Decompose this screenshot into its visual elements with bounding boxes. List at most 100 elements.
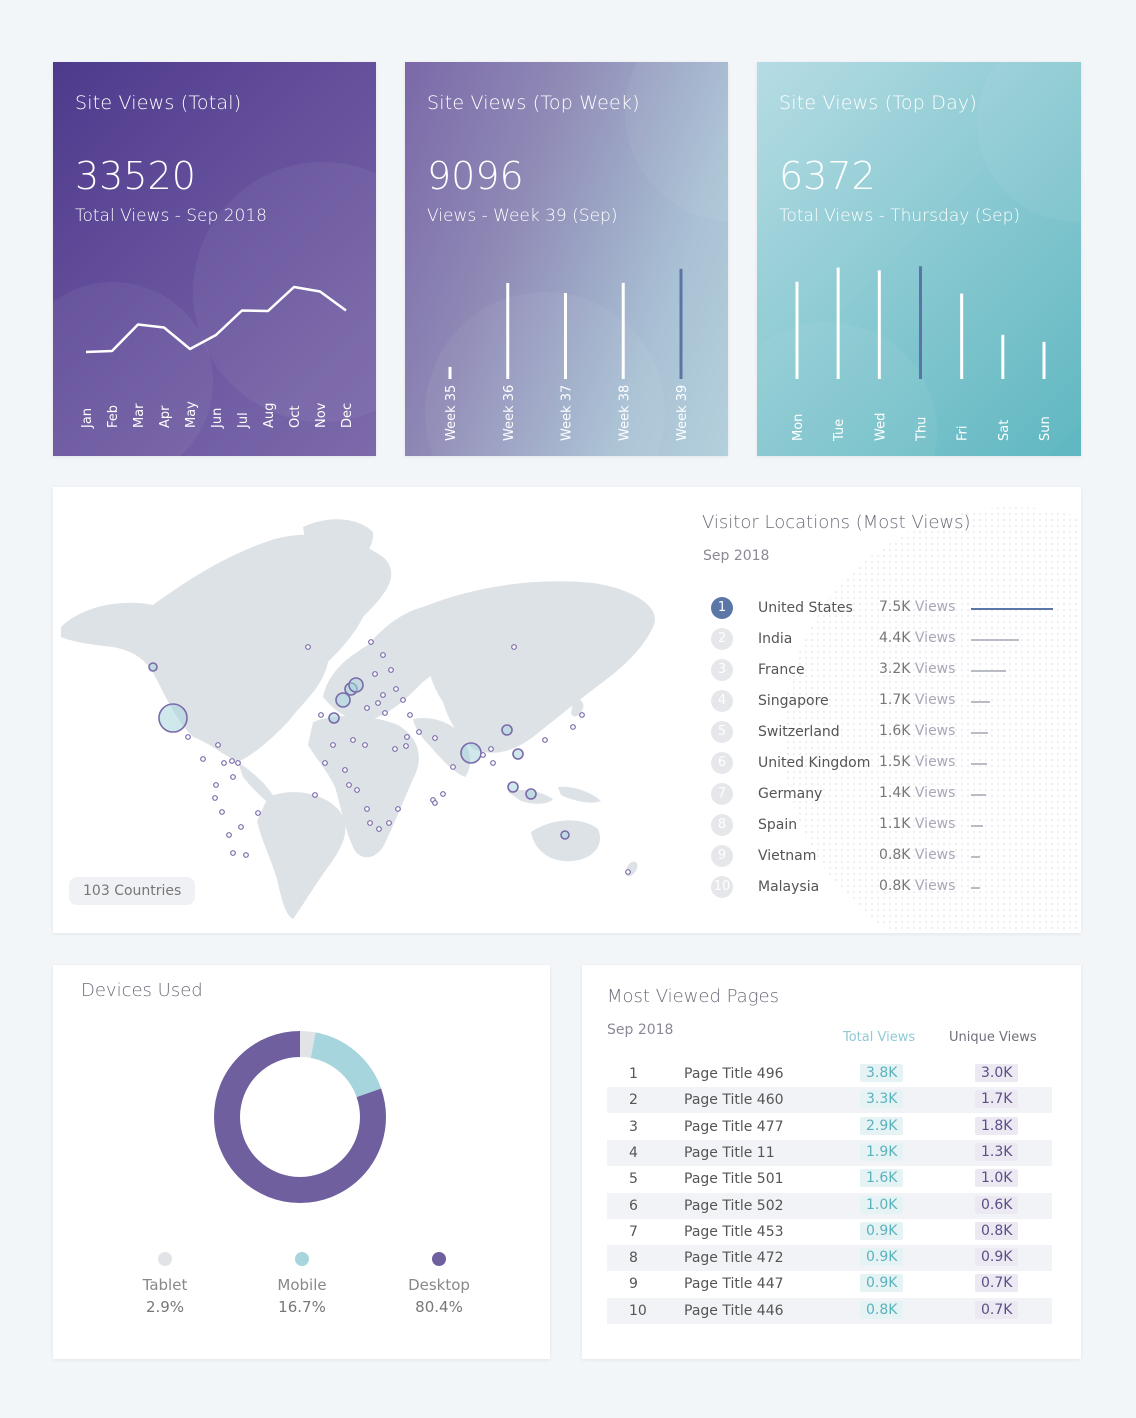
location-dot[interactable] <box>388 667 394 673</box>
location-dot[interactable] <box>570 724 576 730</box>
country-views: 4.4K Views <box>879 630 955 646</box>
location-bubble[interactable] <box>501 724 513 736</box>
location-bubble[interactable] <box>328 712 340 724</box>
location-dot[interactable] <box>342 767 348 773</box>
location-dot[interactable] <box>376 826 382 832</box>
location-dot[interactable] <box>346 782 352 788</box>
location-dot[interactable] <box>404 734 410 740</box>
donut-slice-desktop[interactable] <box>214 1031 386 1203</box>
location-bubble[interactable] <box>525 788 537 800</box>
table-row[interactable]: 8 Page Title 472 0.9K 0.9K <box>607 1245 1052 1272</box>
location-dot[interactable] <box>305 644 311 650</box>
location-bubble[interactable] <box>460 742 482 764</box>
location-dot[interactable] <box>380 652 386 658</box>
location-dot[interactable] <box>212 795 218 801</box>
location-dot[interactable] <box>392 746 398 752</box>
location-bubble[interactable] <box>335 692 351 708</box>
location-dot[interactable] <box>368 639 374 645</box>
table-row[interactable]: 7 Page Title 453 0.9K 0.8K <box>607 1219 1052 1245</box>
location-bubble[interactable] <box>148 662 158 672</box>
location-dot[interactable] <box>213 782 219 788</box>
countries-count-badge[interactable]: 103 Countries <box>69 877 196 905</box>
kpi-subtitle: Total Views - Thursday (Sep) <box>779 206 1021 226</box>
location-dot[interactable] <box>403 743 409 749</box>
legend-dot <box>158 1252 172 1266</box>
location-dot[interactable] <box>579 712 585 718</box>
location-bubble[interactable] <box>158 703 188 733</box>
location-dot[interactable] <box>350 737 356 743</box>
location-dot[interactable] <box>367 820 373 826</box>
location-dot[interactable] <box>322 760 328 766</box>
location-dot[interactable] <box>432 735 438 741</box>
location-dot[interactable] <box>364 705 370 711</box>
legend-dot <box>432 1252 446 1266</box>
kpi-subtitle: Total Views - Sep 2018 <box>75 206 267 226</box>
location-bubble[interactable] <box>560 830 570 840</box>
country-views: 1.5K Views <box>879 754 955 770</box>
location-dot[interactable] <box>490 760 496 766</box>
location-dot[interactable] <box>330 742 336 748</box>
table-row[interactable]: 9 Page Title 447 0.9K 0.7K <box>607 1271 1052 1297</box>
table-row[interactable]: 1 Page Title 496 3.8K 3.0K <box>607 1061 1052 1087</box>
location-dot[interactable] <box>226 832 232 838</box>
kpi-card-top-day[interactable]: Site Views (Top Day) 6372 Total Views - … <box>757 62 1081 456</box>
table-row[interactable]: 3 Page Title 477 2.9K 1.8K <box>607 1114 1052 1140</box>
total-views-value: 0.8K <box>860 1300 904 1319</box>
location-dot[interactable] <box>386 820 392 826</box>
location-dot[interactable] <box>440 791 446 797</box>
location-dot[interactable] <box>362 742 368 748</box>
location-dot[interactable] <box>221 760 227 766</box>
table-row[interactable]: 4 Page Title 11 1.9K 1.3K <box>607 1139 1052 1166</box>
table-row[interactable]: 10 Page Title 446 0.8K 0.7K <box>607 1297 1052 1324</box>
location-dot[interactable] <box>200 756 206 762</box>
location-dot[interactable] <box>354 787 360 793</box>
location-dot[interactable] <box>511 644 517 650</box>
location-dot[interactable] <box>480 752 486 758</box>
views-bar <box>971 887 980 889</box>
location-dot[interactable] <box>318 712 324 718</box>
location-dot[interactable] <box>364 806 370 812</box>
location-dot[interactable] <box>219 809 225 815</box>
location-dot[interactable] <box>238 824 244 830</box>
location-bubble[interactable] <box>512 748 524 760</box>
location-dot[interactable] <box>407 712 413 718</box>
legend-item-mobile[interactable]: Mobile 16.7% <box>252 1252 352 1316</box>
location-dot[interactable] <box>229 758 235 764</box>
location-dot[interactable] <box>230 774 236 780</box>
location-dot[interactable] <box>255 810 261 816</box>
location-dot[interactable] <box>542 737 548 743</box>
location-dot[interactable] <box>395 806 401 812</box>
kpi-card-total-views[interactable]: Site Views (Total) 33520 Total Views - S… <box>53 62 376 456</box>
page-title: Page Title 460 <box>684 1092 784 1109</box>
location-dot[interactable] <box>380 692 386 698</box>
table-row[interactable]: 2 Page Title 460 3.3K 1.7K <box>607 1087 1052 1114</box>
location-bubble[interactable] <box>507 781 519 793</box>
location-dot[interactable] <box>372 671 378 677</box>
location-dot[interactable] <box>215 742 221 748</box>
location-dot[interactable] <box>625 869 631 875</box>
location-dot[interactable] <box>312 792 318 798</box>
table-row[interactable]: 6 Page Title 502 1.0K 0.6K <box>607 1192 1052 1219</box>
location-dot[interactable] <box>375 700 381 706</box>
legend-item-desktop[interactable]: Desktop 80.4% <box>389 1252 489 1316</box>
page-title: Page Title 11 <box>684 1144 775 1161</box>
location-dot[interactable] <box>235 760 241 766</box>
location-dot[interactable] <box>393 686 399 692</box>
location-dot[interactable] <box>382 710 388 716</box>
col-total-views[interactable]: Total Views <box>843 1030 916 1045</box>
kpi-card-top-week[interactable]: Site Views (Top Week) 9096 Views - Week … <box>405 62 728 456</box>
location-dot[interactable] <box>432 800 438 806</box>
table-row[interactable]: 5 Page Title 501 1.6K 1.0K <box>607 1166 1052 1192</box>
unique-views-value: 0.7K <box>975 1300 1019 1319</box>
location-dot[interactable] <box>416 729 422 735</box>
location-dot[interactable] <box>230 850 236 856</box>
location-dot[interactable] <box>400 697 406 703</box>
location-bubble[interactable] <box>348 677 364 693</box>
col-unique-views[interactable]: Unique Views <box>949 1030 1037 1045</box>
location-dot[interactable] <box>185 734 191 740</box>
legend-item-tablet[interactable]: Tablet 2.9% <box>115 1252 215 1316</box>
views-bar <box>971 825 984 827</box>
location-dot[interactable] <box>488 746 494 752</box>
location-dot[interactable] <box>243 852 249 858</box>
location-dot[interactable] <box>450 764 456 770</box>
